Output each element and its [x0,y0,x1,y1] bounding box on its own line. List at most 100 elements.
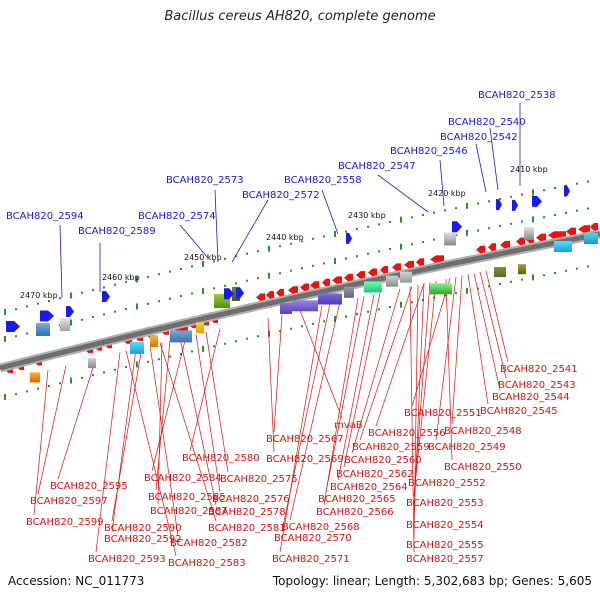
scale-dot [455,207,457,210]
leader-line [205,331,229,473]
gene-label-lower[interactable]: BCAH820_2545 [480,406,558,417]
gene-block [280,302,292,314]
gene-label-lower[interactable]: BCAH820_2555 [406,540,484,551]
leader-line [375,283,425,427]
gene-label-lower[interactable]: BCAH820_2566 [316,507,394,518]
gene-label-lower[interactable]: BCAH820_2575 [220,474,298,485]
gene-label-lower[interactable]: BCAH820_2554 [406,520,484,531]
gene-label-lower[interactable]: BCAH820_2541 [500,364,578,375]
scale-dot [224,284,226,287]
gene-label-upper[interactable]: BCAH820_2573 [166,175,244,186]
gene-label-lower[interactable]: BCAH820_2583 [168,558,246,569]
gene-label-lower[interactable]: BCAH820_2581 [208,523,286,534]
leader-line [149,345,179,537]
gene-label-upper[interactable]: BCAH820_2589 [78,226,156,237]
gene-label-lower[interactable]: BCAH820_2557 [406,554,484,565]
gene-label-lower[interactable]: BCAH820_2568 [282,522,360,533]
scale-dot [136,276,138,283]
gene-label-upper[interactable]: BCAH820_2572 [242,190,320,201]
gene-label-lower[interactable]: BCAH820_2556 [368,428,446,439]
gene-label-lower[interactable]: BCAH820_2582 [170,538,248,549]
scale-dot [521,278,523,281]
gene-arrow [404,260,414,269]
scale-dot [125,308,127,311]
gene-label-upper[interactable]: BCAH820_2538 [478,90,556,101]
gene-label-lower[interactable]: BCAH820_2580 [182,453,260,464]
gene-label-lower[interactable]: mvaB [334,420,363,431]
gene-label-lower[interactable]: BCAH820_2585 [148,492,226,503]
scale-dot [26,390,28,393]
gene-block [430,283,452,295]
gene-label-lower[interactable]: BCAH820_2578 [208,507,286,518]
leader-line [214,189,219,263]
gene-arrow [300,283,309,292]
gene-label-lower[interactable]: BCAH820_2597 [30,496,108,507]
gene-label-upper[interactable]: BCAH820_2542 [440,132,518,143]
gene-label-upper[interactable]: BCAH820_2540 [448,117,526,128]
gene-label-lower[interactable]: BCAH820_2544 [492,392,570,403]
gene-label-lower[interactable]: BCAH820_2559 [352,442,430,453]
scale-dot [246,279,248,282]
label-leader-lines [33,103,521,557]
scale-dot [180,353,182,356]
gene-label-lower[interactable]: BCAH820_2548 [444,426,522,437]
scale-dot [367,225,369,228]
scale-dot [411,301,413,304]
gene-label-lower[interactable]: BCAH820_2560 [344,455,422,466]
kbp-tick-label: 2470 kbp [20,291,58,300]
gene-label-lower[interactable]: BCAH820_2551 [404,408,482,419]
gene-label-lower[interactable]: BCAH820_2595 [50,481,128,492]
scale-dot [180,268,182,271]
gene-label-lower[interactable]: BCAH820_2584 [144,473,222,484]
scale-dot [532,274,534,281]
gene-arrow-forward [40,310,54,322]
gene-arrow [380,265,388,274]
gene-label-lower[interactable]: BCAH820_2571 [272,554,350,565]
gene-label-lower[interactable]: BCAH820_2562 [336,469,414,480]
gene-label-upper[interactable]: BCAH820_2594 [6,211,84,222]
gene-label-lower[interactable]: BCAH820_2590 [104,523,182,534]
gene-label-lower[interactable]: BCAH820_2552 [408,478,486,489]
scale-dot [323,235,325,238]
gene-arrow [356,271,365,280]
scale-dot [367,310,369,313]
scale-dot [301,325,303,328]
gene-label-lower[interactable]: BCAH820_2599 [26,517,104,528]
scale-dot [334,230,336,237]
scale-dot [356,228,358,231]
gene-label-lower[interactable]: BCAH820_2570 [274,533,352,544]
scale-dot [521,193,523,196]
gene-label-upper[interactable]: BCAH820_2546 [390,146,468,157]
gene-label-lower[interactable]: BCAH820_2565 [318,494,396,505]
leader-line [445,278,453,461]
gene-label-lower[interactable]: BCAH820_2549 [428,442,506,453]
gene-label-lower[interactable]: BCAH820_2564 [330,482,408,493]
scale-dot [510,195,512,198]
gene-label-lower[interactable]: BCAH820_2576 [212,494,290,505]
leader-line [155,340,171,491]
gene-label-upper[interactable]: BCAH820_2574 [138,211,216,222]
gene-label-lower[interactable]: BCAH820_2543 [498,380,576,391]
gene-label-lower[interactable]: BCAH820_2587 [150,506,228,517]
gene-label-lower[interactable]: BCAH820_2567 [266,434,344,445]
gene-label-upper[interactable]: BCAH820_2558 [284,175,362,186]
gene-label-lower[interactable]: BCAH820_2550 [444,462,522,473]
gene-label-lower[interactable]: BCAH820_2553 [406,498,484,509]
gene-arrow-forward [102,291,110,303]
gene-label-lower[interactable]: BCAH820_2593 [88,554,166,565]
scale-dot [400,301,402,308]
gene-block [518,264,526,275]
gene-label-upper[interactable]: BCAH820_2547 [338,161,416,172]
leader-line [157,342,163,505]
gene-label-lower[interactable]: BCAH820_2569 [266,454,344,465]
scale-dot [70,319,72,326]
leader-line [435,276,457,441]
gene-label-lower[interactable]: BCAH820_2592 [104,534,182,545]
leader-line [451,275,463,425]
gene-arrow [276,288,284,297]
scale-dot [37,387,39,390]
leader-line [475,143,487,193]
leader-line [179,224,209,259]
gene-labels[interactable]: BCAH820_2538 BCAH820_2540 BCAH820_2542 BCAH… [6,90,578,569]
gene-arrow [310,281,319,290]
